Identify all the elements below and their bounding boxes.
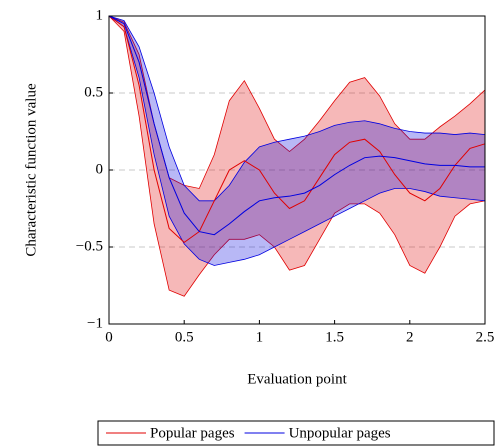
plot-frame: [108, 15, 486, 325]
line: [108, 15, 485, 236]
line: [108, 15, 486, 244]
legend-label: Unpopular pages: [289, 425, 391, 441]
legend-box: [97, 420, 495, 446]
x-tick-label: 0: [105, 329, 113, 345]
x-axis-label: Evaluation point: [247, 371, 347, 387]
x-tick-label: 2: [406, 329, 414, 345]
y-tick-label: −0.5: [76, 238, 103, 254]
x-tick-label: 2.5: [476, 329, 495, 345]
x-tick-label: 1.5: [325, 329, 344, 345]
x-tick-label: 1: [256, 329, 264, 345]
y-tick-label: 0.5: [84, 84, 103, 100]
x-tick-label: 0.5: [175, 329, 194, 345]
y-tick-label: 1: [96, 7, 104, 23]
legend-label: Popular pages: [150, 425, 235, 441]
y-tick-label: 0: [96, 161, 104, 177]
y-axis-label: Characteristic function value: [23, 83, 39, 257]
y-tick-label: −1: [87, 315, 103, 331]
